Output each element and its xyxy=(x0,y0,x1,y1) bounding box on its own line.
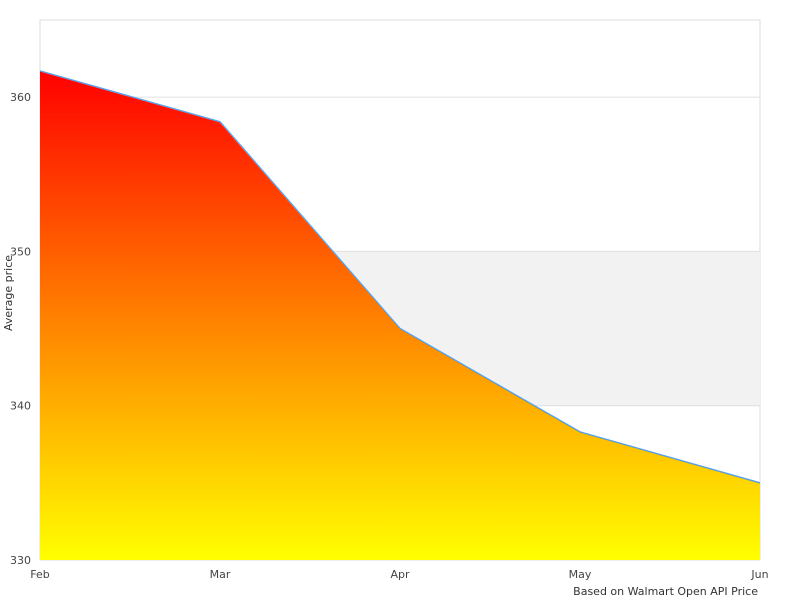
y-tick-label: 330 xyxy=(10,554,31,567)
x-tick-label: Mar xyxy=(210,568,231,581)
area-fill xyxy=(40,70,760,561)
x-axis-label: Based on Walmart Open API Price xyxy=(573,585,758,598)
y-tick-label: 340 xyxy=(10,400,31,413)
y-tick-label: 350 xyxy=(10,245,31,258)
x-tick-label: Apr xyxy=(390,568,410,581)
x-tick-label: May xyxy=(569,568,592,581)
y-tick-label: 360 xyxy=(10,91,31,104)
x-tick-label: Jun xyxy=(750,568,768,581)
series-line xyxy=(39,70,761,484)
x-tick-label: Feb xyxy=(30,568,49,581)
y-axis-label: Average price xyxy=(2,255,15,331)
